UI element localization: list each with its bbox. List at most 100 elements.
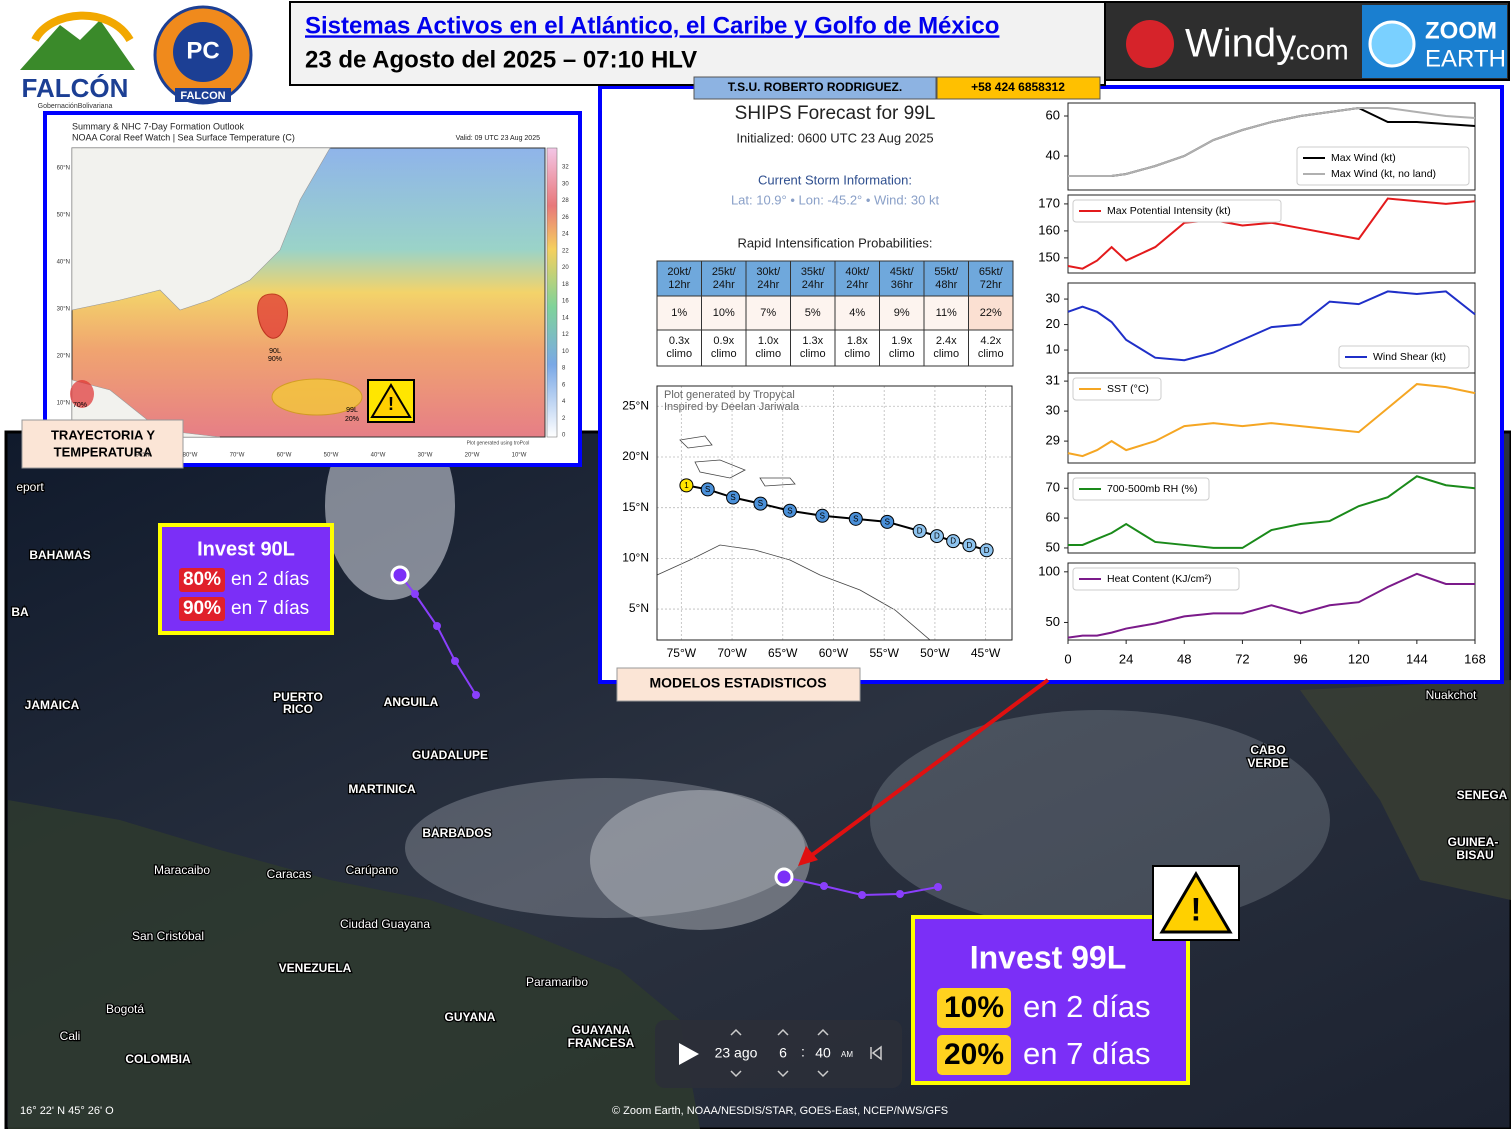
area-label: 90% [268,356,282,363]
map-label: BA [11,605,29,619]
track-point-label: D [967,541,973,550]
header-text: 24hr [757,279,779,291]
warning-mark: ! [388,394,394,414]
prob-cell [790,295,836,331]
y-tick-label: 170 [1038,195,1060,210]
colorbar-label: 0 [562,433,566,439]
plot-credit: Plot generated by Tropycal [664,389,795,401]
colorbar-label: 2 [562,416,566,422]
climo-text: climo [800,348,826,360]
section-label-box [21,419,184,469]
track-point [782,503,797,518]
prob-text: 11% [936,307,957,319]
colorbar-label: 26 [562,215,569,221]
prob-cell [879,295,925,331]
legend-label: Max Wind (kt, no land) [1331,168,1436,180]
warning-mark: ! [1191,891,1202,927]
header-text: 65kt/ [979,266,1004,278]
colorbar-label: 24 [562,232,569,238]
map-label: BARBADOS [422,826,491,840]
track-point-label: D [934,532,940,541]
climo-text: climo [978,348,1004,360]
climo-text: 0.3x [669,335,690,347]
falcon-logo-mountain [20,20,135,70]
track-point-label: S [705,485,710,494]
header-text: 24hr [846,279,868,291]
timeline-hour[interactable]: 6 [779,1045,787,1061]
y-tick-label: 70 [1046,480,1060,495]
legend-box [1338,345,1470,369]
header-cell [968,260,1014,297]
prob-text: 5% [805,307,821,319]
prob-text: 22% [980,307,1002,319]
y-tick-label: 150 [1038,249,1060,264]
panel-frame [1067,472,1476,554]
outlook-99l [271,378,363,416]
falcon-logo-text: FALCÓN [22,73,129,103]
map-label: COLOMBIA [125,1052,191,1066]
ships-ri-heading: Rapid Intensification Probabilities: [737,235,932,250]
storm-99l [774,867,794,887]
colorbar-label: 14 [562,315,569,321]
cloud [590,790,810,930]
series-line [1068,475,1476,549]
x-tick-label: 60°W [819,646,849,660]
invest-name: Invest 99L [970,939,1127,975]
footer-attribution: © Zoom Earth, NOAA/NESDIS/STAR, GOES-Eas… [612,1105,948,1117]
zoom-logo-icon [1368,20,1416,68]
track-point [753,496,768,511]
pc-logo-inner [173,22,233,82]
outlook-west [70,380,94,408]
panel-frame [1067,194,1476,274]
track-point-label: D [950,537,956,546]
section-label: TRAYECTORIA Y [51,427,155,442]
legend-box [1072,567,1240,591]
play-button[interactable] [679,1043,699,1065]
map-label: ANGUILA [384,695,439,709]
map-label: Bogotá [106,1002,144,1016]
map-label: GUINEA- [1448,835,1499,849]
colorbar-label: 6 [562,382,566,388]
legend-label: Max Potential Intensity (kt) [1107,205,1231,217]
climo-text: climo [844,348,870,360]
x-tick-label: 55°W [869,646,899,660]
timeline-ampm: AM [841,1050,853,1059]
invest-pct: 20% [944,1038,1004,1071]
pointer-arrow [806,678,1050,860]
climo-cell [790,329,836,367]
lon-label: 30°W [418,453,433,459]
timeline-date[interactable]: 23 ago [715,1045,758,1061]
y-tick-label: 20°N [622,449,649,463]
x-tick-label: 72 [1235,651,1249,666]
track-frame [656,385,1013,641]
header-text: 24hr [713,279,735,291]
pointer-arrow-head [798,846,818,866]
chevrons[interactable] [730,1028,882,1078]
lat-label: 40°N [57,260,70,266]
storm-90l [390,565,410,585]
colorbar-label: 20 [562,265,569,271]
phone: +58 424 6858312 [971,80,1065,94]
climo-text: 2.4x [936,335,957,347]
climo-cell [701,329,747,367]
climo-cell [834,329,880,367]
map-label: GUAYANA [572,1023,631,1037]
timeline-minute[interactable]: 40 [815,1045,831,1061]
track-point-label: S [820,511,825,520]
map-label: Maracaibo [154,863,210,877]
lon-label: 80°W [183,453,198,459]
ships-current-heading: Current Storm Information: [758,172,912,187]
y-tick-label: 25°N [622,398,649,412]
y-tick-label: 15°N [622,500,649,514]
y-tick-label: 10°N [622,551,649,565]
legend-box [1072,477,1210,501]
area-label: 99L [346,407,358,414]
windy-logo-com: .com [1288,34,1349,65]
y-tick-label: 60 [1046,510,1060,525]
lat-label: 50°N [57,213,70,219]
y-tick-label: 5°N [629,601,649,615]
map-label: JAMAICA [25,698,80,712]
climo-cell [879,329,925,367]
